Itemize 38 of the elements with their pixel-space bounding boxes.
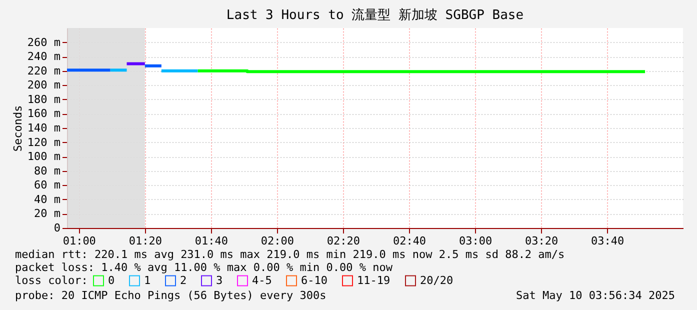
y-tick-label: 240 m [27, 50, 61, 64]
y-axis-title: Seconds [11, 105, 24, 152]
legend-label: 3 [216, 274, 223, 287]
x-tick-label: 03:00 [458, 234, 492, 248]
text: median rtt: 220.1 ms avg 231.0 ms max 219.0 ms min 219.0 ms now 2.5 ms sd 88.2 am/s [15, 248, 565, 261]
y-tick-label: 60 m [34, 178, 61, 192]
legend-title: loss color: [15, 274, 88, 287]
text: Sat May 10 03:56:34 2025 [516, 289, 675, 302]
y-tick-label: 20 m [34, 207, 61, 220]
x-tick-label: 01:20 [128, 234, 162, 248]
y-tick-label: 80 m [34, 164, 61, 178]
legend-label: 0 [108, 274, 115, 287]
y-tick-label: 160 m [27, 107, 61, 120]
legend-label: 6-10 [301, 274, 328, 287]
y-tick-label: 260 m [27, 36, 61, 49]
x-tick-label: 01:40 [194, 234, 228, 248]
legend-label: 2 [180, 274, 187, 287]
y-tick-label: 100 m [27, 150, 61, 164]
y-tick-label: 40 m [34, 192, 61, 206]
text: probe: 20 ICMP Echo Pings (56 Bytes) every 300s [15, 289, 326, 302]
text: packet loss: 1.40 % avg 11.00 % max 0.00 % min 0.00 % now [15, 261, 393, 274]
y-tick-label: 140 m [27, 122, 61, 134]
y-tick-label: 180 m [27, 92, 61, 106]
x-tick-label: 02:40 [392, 234, 426, 248]
x-tick-label: 01:00 [62, 234, 96, 248]
x-tick-label: 03:20 [524, 234, 558, 248]
x-tick-label: 02:00 [260, 234, 294, 248]
y-tick-label: 200 m [27, 78, 61, 92]
y-tick-label: 120 m [27, 136, 61, 149]
x-tick-label: 03:40 [591, 234, 624, 248]
chart-title: Last 3 Hours to 流量型 新加坡 SGBGP Base [226, 7, 524, 23]
x-tick-label: 02:20 [326, 234, 360, 248]
legend-label: 20/20 [420, 274, 454, 287]
y-tick-label: 220 m [27, 64, 61, 78]
legend-label: 11-19 [357, 274, 390, 287]
y-tick-label: 0 [54, 222, 60, 234]
legend-label: 4-5 [252, 274, 272, 287]
legend-label: 1 [144, 274, 151, 287]
